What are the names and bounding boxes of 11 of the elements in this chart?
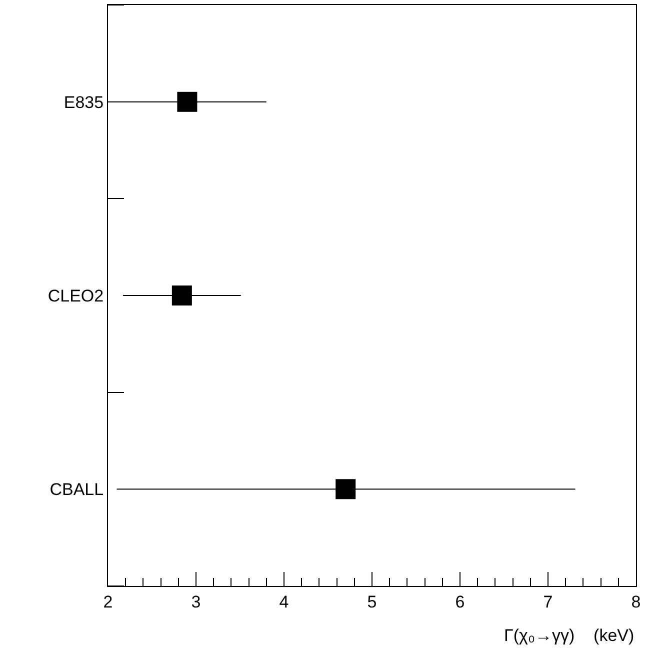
x-tick-label: 7: [543, 592, 553, 612]
x-tick-label: 2: [103, 592, 113, 612]
y-tick-label: CLEO2: [48, 286, 104, 306]
x-axis-title: Γ(χ₀→γγ) (keV): [504, 626, 634, 645]
x-tick-label: 4: [279, 592, 289, 612]
x-tick-label: 6: [455, 592, 465, 612]
x-tick-label: 3: [191, 592, 201, 612]
y-tick-label: CBALL: [50, 480, 104, 500]
y-tick-label: E835: [64, 92, 104, 112]
x-tick-label: 5: [367, 592, 377, 612]
x-tick-label: 8: [631, 592, 641, 612]
